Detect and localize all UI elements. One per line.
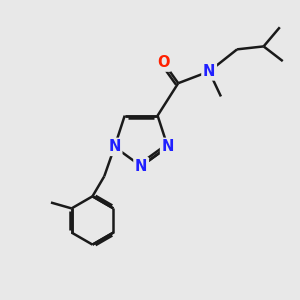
Text: O: O [157, 55, 170, 70]
Text: N: N [162, 140, 174, 154]
Text: N: N [203, 64, 215, 79]
Text: N: N [108, 140, 121, 154]
Text: N: N [135, 159, 147, 174]
